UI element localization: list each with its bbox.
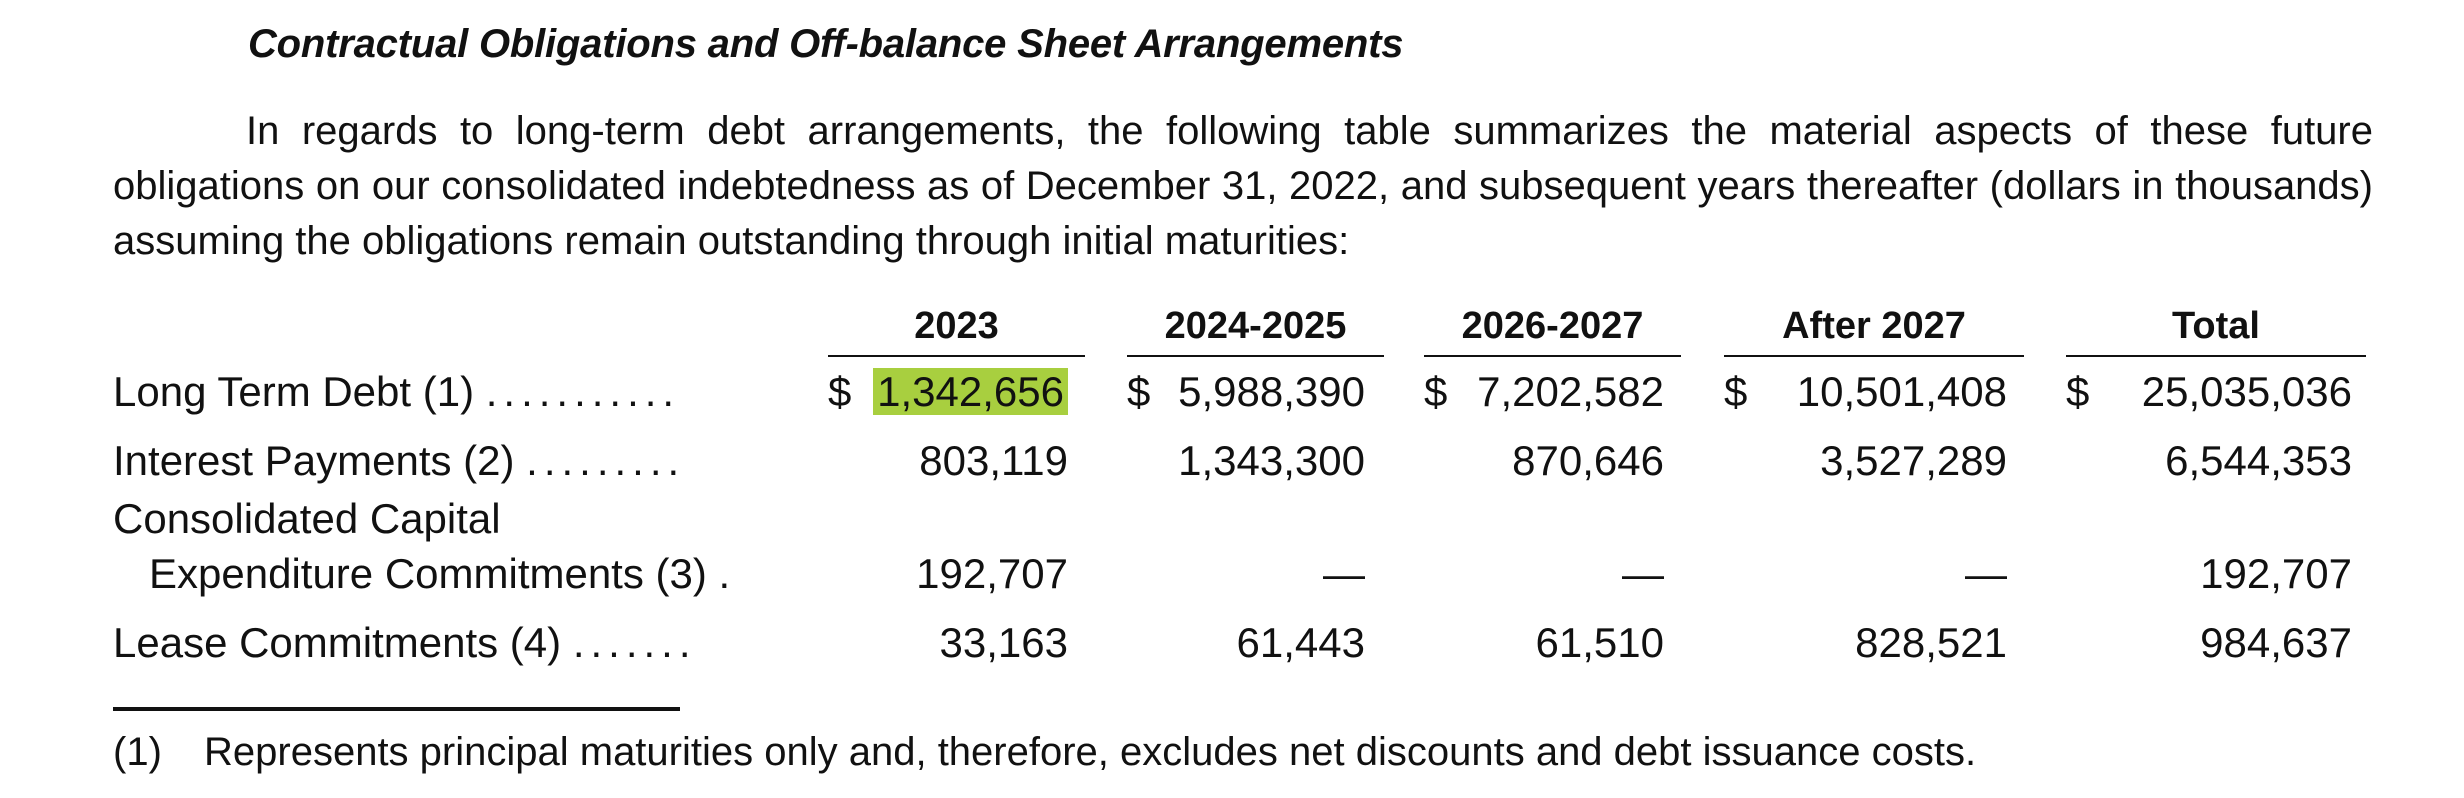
row-label-consolidated-capital: Consolidated Capital [113, 495, 501, 542]
currency-symbol: $ [1724, 368, 1748, 415]
cell-lease-2024-2025: 61,443 [1236, 619, 1365, 666]
column-header-2026-2027: 2026-2027 [1424, 305, 1681, 357]
cell-capex-after-2027: — [1965, 550, 2007, 597]
section-heading: Contractual Obligations and Off-balance … [248, 22, 1404, 66]
cell-lease-total: 984,637 [2200, 619, 2352, 666]
cell-capex-2024-2025: — [1323, 550, 1365, 597]
column-header-2023: 2023 [828, 305, 1085, 357]
column-header-total: Total [2066, 305, 2366, 357]
cell-interest-payments-2026-2027: 870,646 [1512, 437, 1664, 484]
currency-symbol: $ [828, 368, 852, 415]
cell-long-term-debt-total: 25,035,036 [2141, 368, 2352, 415]
currency-symbol: $ [1424, 368, 1448, 415]
column-header-2024-2025: 2024-2025 [1127, 305, 1384, 357]
cell-capex-2023: 192,707 [916, 550, 1068, 597]
intro-paragraph-text: In regards to long-term debt arrangement… [113, 109, 2373, 263]
row-label-expenditure-commitments: Expenditure Commitments (3) . [149, 550, 737, 597]
cell-lease-after-2027: 828,521 [1855, 619, 2007, 666]
highlighted-value: 1,342,656 [873, 368, 1068, 415]
row-label-long-term-debt: Long Term Debt (1) ........... [113, 368, 681, 415]
cell-capex-total: 192,707 [2200, 550, 2352, 597]
cell-lease-2023: 33,163 [939, 619, 1068, 666]
cell-interest-payments-total: 6,544,353 [2165, 437, 2352, 484]
cell-long-term-debt-2026-2027: 7,202,582 [1477, 368, 1664, 415]
row-label-interest-payments: Interest Payments (2) ......... [113, 437, 686, 484]
cell-interest-payments-2023: 803,119 [919, 437, 1068, 484]
cell-interest-payments-after-2027: 3,527,289 [1820, 437, 2007, 484]
footnote-number: (1) [113, 730, 162, 774]
footnote-text: Represents principal maturities only and… [204, 730, 1977, 774]
row-label-lease-commitments: Lease Commitments (4) ....... [113, 619, 697, 666]
cell-capex-2026-2027: — [1622, 550, 1664, 597]
cell-long-term-debt-2023: 1,342,656 [873, 368, 1068, 416]
column-header-after-2027: After 2027 [1724, 305, 2024, 357]
footnote-divider [113, 707, 680, 711]
cell-long-term-debt-2024-2025: 5,988,390 [1178, 368, 1365, 415]
currency-symbol: $ [2066, 368, 2090, 415]
cell-lease-2026-2027: 61,510 [1535, 619, 1664, 666]
cell-long-term-debt-after-2027: 10,501,408 [1796, 368, 2007, 415]
cell-interest-payments-2024-2025: 1,343,300 [1178, 437, 1365, 484]
intro-paragraph: In regards to long-term debt arrangement… [113, 104, 2373, 269]
currency-symbol: $ [1127, 368, 1151, 415]
